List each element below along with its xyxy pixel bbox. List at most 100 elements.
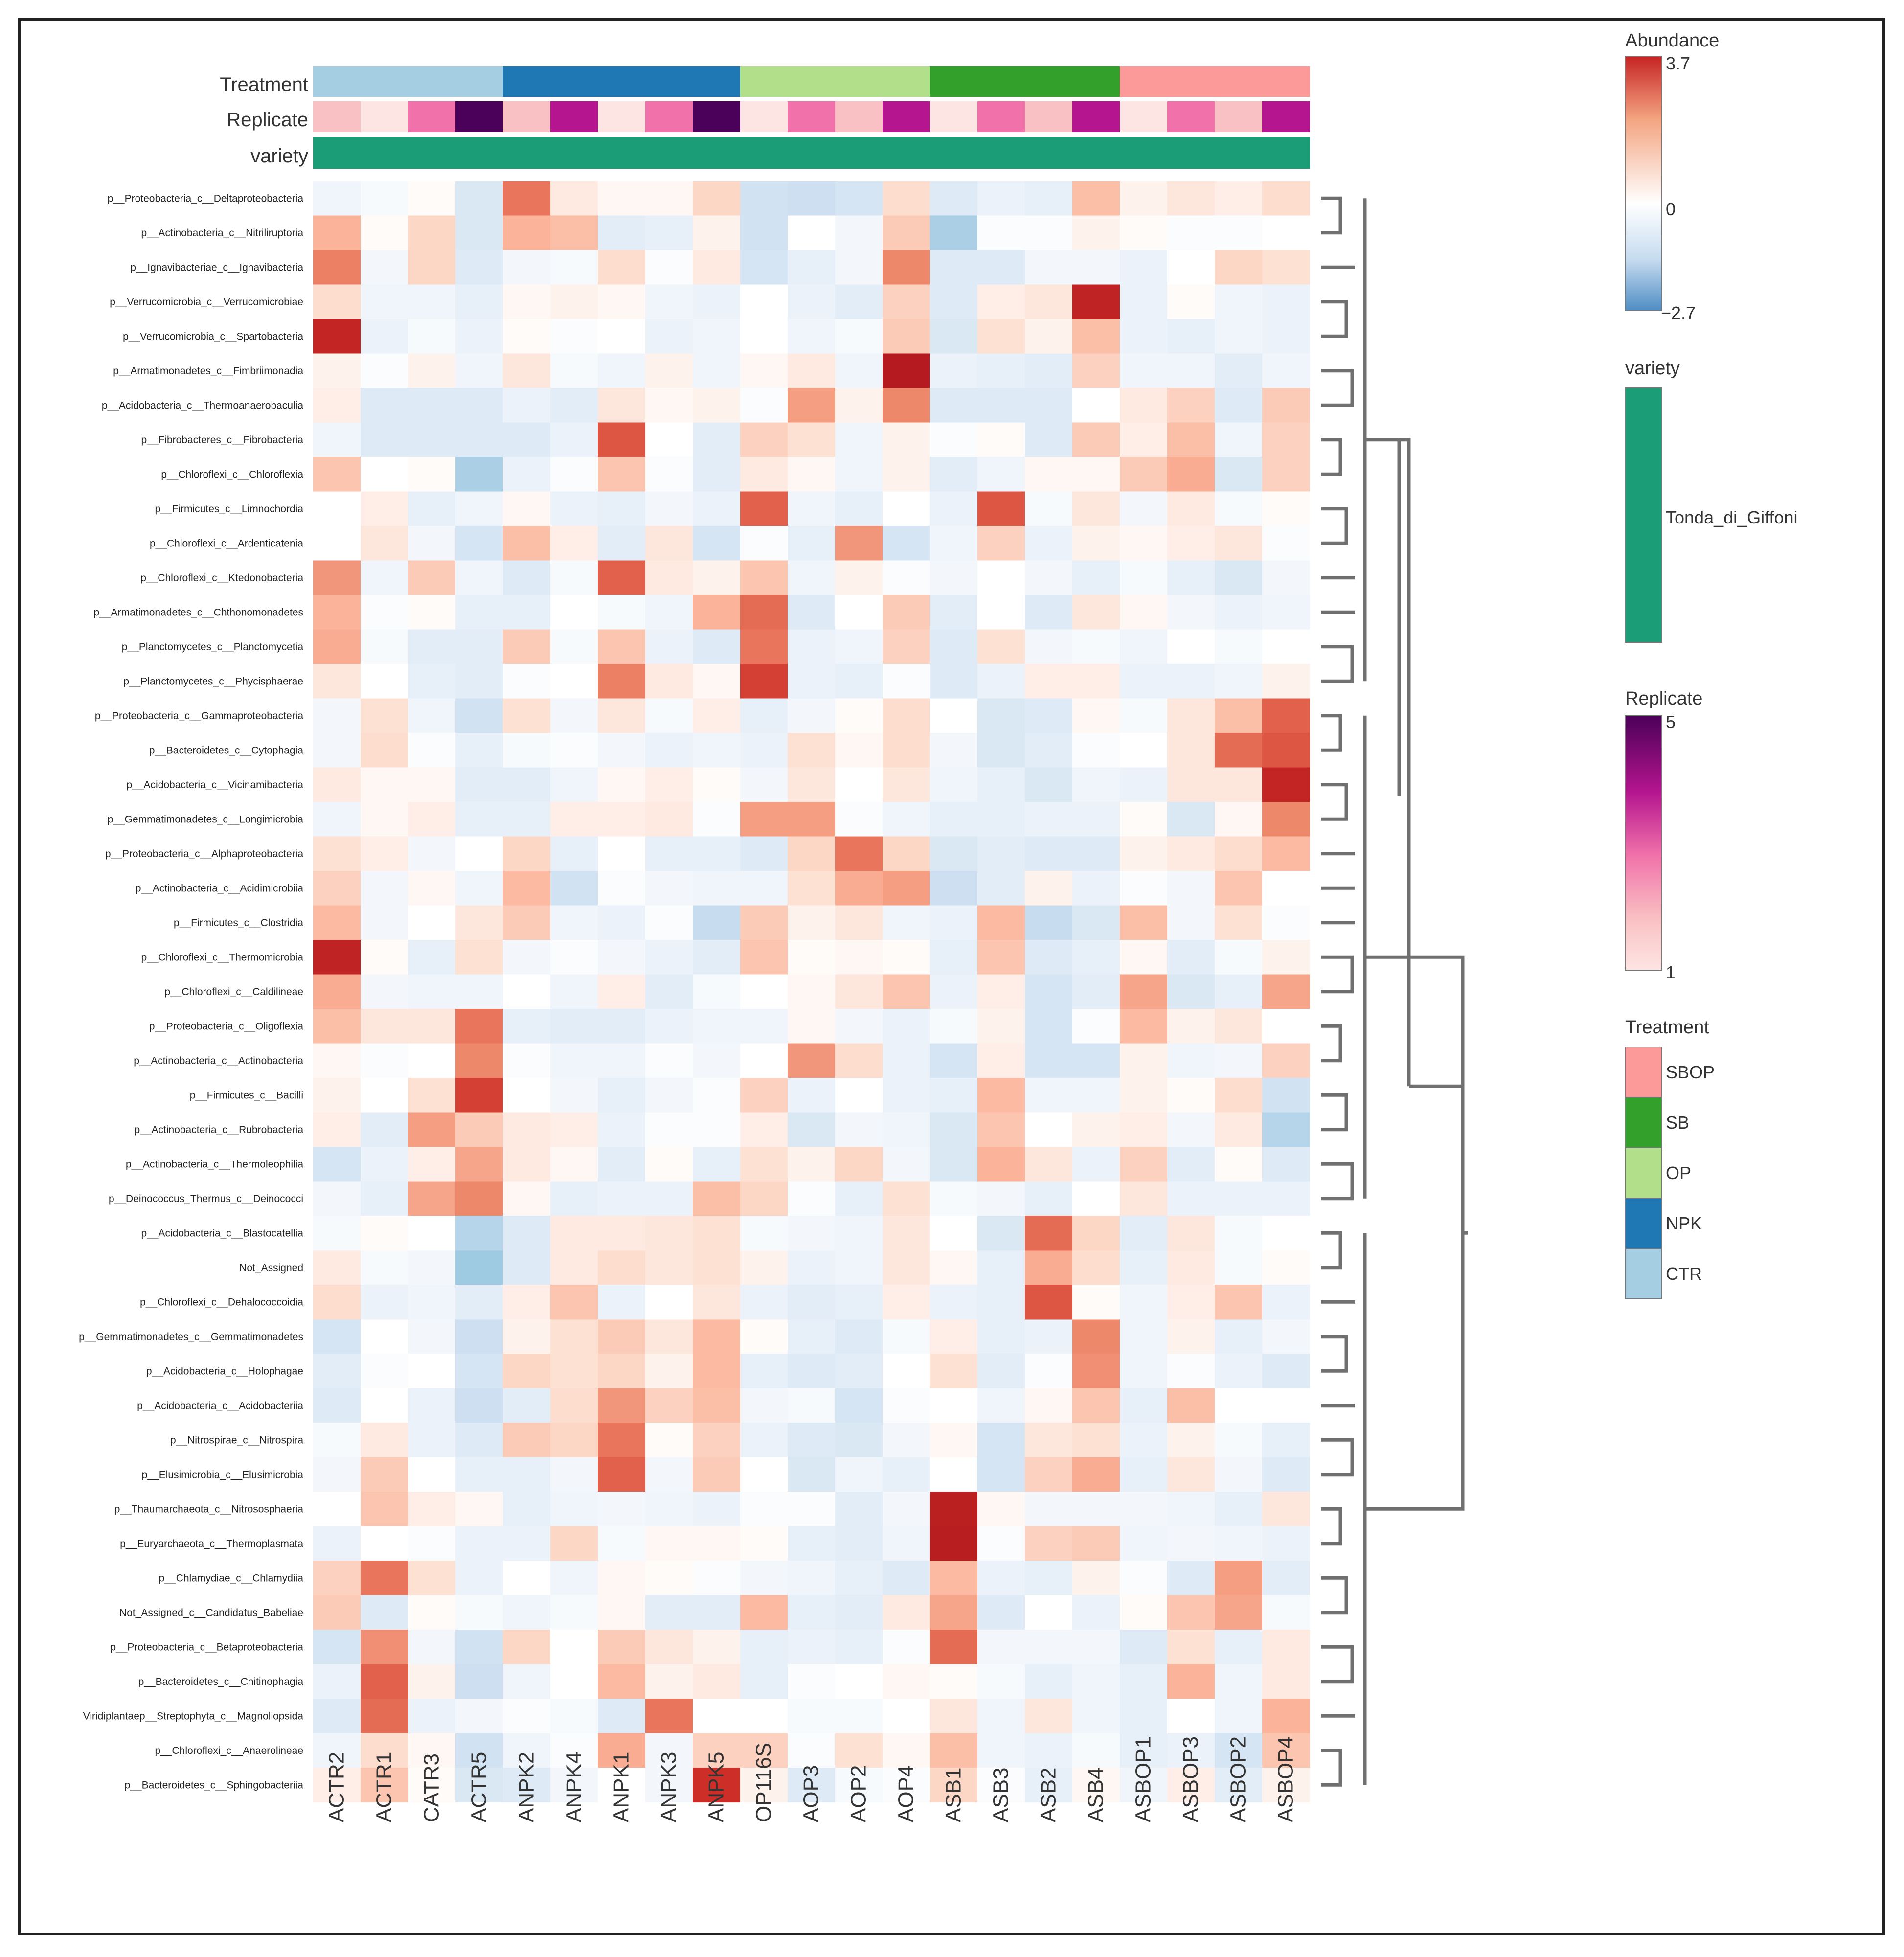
heatmap-cell (977, 1078, 1025, 1113)
heatmap-cell (361, 974, 408, 1009)
heatmap-cell (977, 871, 1025, 906)
column-label: AOP4 (894, 1765, 918, 1822)
heatmap-cell (455, 836, 503, 871)
heatmap-cell (883, 1664, 930, 1699)
heatmap-cell (455, 215, 503, 250)
column-label: ACTR2 (325, 1752, 349, 1822)
heatmap-cell (361, 1043, 408, 1078)
replicate-cell (977, 101, 1025, 132)
heatmap-cell (977, 836, 1025, 871)
heatmap-cell (550, 1043, 598, 1078)
heatmap-cell (645, 1630, 693, 1665)
heatmap-cell (313, 526, 361, 561)
heatmap-cell (598, 629, 646, 664)
heatmap-cell (930, 905, 978, 940)
heatmap-cell (1120, 1216, 1168, 1251)
replicate-legend-title: Replicate (1625, 688, 1702, 709)
variety-cell (1025, 137, 1073, 169)
heatmap-cell (1167, 1147, 1215, 1182)
heatmap-cell (1025, 767, 1073, 802)
heatmap-cell (1215, 1078, 1263, 1113)
row-label: p__Acidobacteria_c__Vicinamibacteria (126, 779, 303, 791)
heatmap-cell (835, 629, 883, 664)
heatmap-cell (313, 1250, 361, 1285)
heatmap-cell (313, 284, 361, 319)
heatmap-cell (598, 181, 646, 216)
heatmap-cell (883, 802, 930, 837)
treatment-cell (740, 66, 788, 97)
heatmap-cell (645, 1147, 693, 1182)
heatmap-cell (883, 1216, 930, 1251)
heatmap-cell (1025, 491, 1073, 526)
heatmap-cell (1262, 871, 1310, 906)
heatmap-cell (740, 1112, 788, 1147)
heatmap-cell (1120, 1733, 1168, 1768)
heatmap-cell (740, 1250, 788, 1285)
heatmap-cell (930, 1388, 978, 1423)
heatmap-cell (408, 526, 456, 561)
replicate-cell (503, 101, 551, 132)
heatmap-cell (645, 974, 693, 1009)
treatment-cell (693, 66, 741, 97)
heatmap-cell (455, 422, 503, 457)
heatmap-cell (883, 1457, 930, 1492)
heatmap-cell (1025, 526, 1073, 561)
heatmap-cell (408, 457, 456, 492)
heatmap-cell (1025, 1699, 1073, 1734)
heatmap-cell (693, 767, 741, 802)
heatmap-cell (1262, 560, 1310, 595)
heatmap-cell (1262, 284, 1310, 319)
heatmap-cell (1025, 1285, 1073, 1320)
heatmap-cell (1120, 1388, 1168, 1423)
heatmap-cell (1120, 1009, 1168, 1044)
heatmap-cell (1215, 319, 1263, 354)
heatmap-cell (550, 871, 598, 906)
row-label: p__Acidobacteria_c__Acidobacteriia (137, 1400, 303, 1411)
heatmap-cell (1262, 1043, 1310, 1078)
heatmap-cell (1167, 1043, 1215, 1078)
heatmap-cell (408, 181, 456, 216)
heatmap-cell (693, 1078, 741, 1113)
heatmap-cell (1215, 733, 1263, 768)
heatmap-cell (1072, 526, 1120, 561)
heatmap-cell (598, 1250, 646, 1285)
heatmap-cell (1072, 1388, 1120, 1423)
heatmap-cell (1120, 1457, 1168, 1492)
heatmap-cell (361, 284, 408, 319)
heatmap-cell (598, 388, 646, 423)
heatmap-cell (645, 1595, 693, 1630)
annotation-label-treatment: Treatment (220, 74, 308, 95)
heatmap-cell (883, 1526, 930, 1561)
replicate-cell (361, 101, 408, 132)
heatmap-cell (1072, 940, 1120, 975)
variety-cell (883, 137, 930, 169)
row-label: p__Acidobacteria_c__Holophagae (146, 1365, 303, 1377)
variety-cell (408, 137, 456, 169)
variety-cell (1262, 137, 1310, 169)
heatmap-cell (835, 215, 883, 250)
heatmap-cell (740, 629, 788, 664)
heatmap-cell (503, 1354, 551, 1389)
heatmap-cell (503, 940, 551, 975)
row-label: p__Acidobacteria_c__Thermoanaerobaculia (102, 400, 303, 411)
row-label: p__Gemmatimonadetes_c__Gemmatimonadetes (79, 1331, 303, 1343)
heatmap-cell (1167, 1768, 1215, 1803)
heatmap-cell (361, 1526, 408, 1561)
column-label: ACTR5 (467, 1752, 491, 1822)
heatmap-cells (313, 181, 1310, 1803)
heatmap-cell (550, 1630, 598, 1665)
heatmap-cell (1215, 1319, 1263, 1354)
heatmap-cell (740, 836, 788, 871)
heatmap-cell (1025, 353, 1073, 388)
heatmap-cell (693, 1595, 741, 1630)
heatmap-cell (1215, 802, 1263, 837)
heatmap-cell (1167, 1285, 1215, 1320)
heatmap-cell (693, 560, 741, 595)
heatmap-cell (1167, 767, 1215, 802)
treatment-cell (1167, 66, 1215, 97)
heatmap-cell (408, 1216, 456, 1251)
heatmap-cell (361, 1147, 408, 1182)
heatmap-cell (977, 1009, 1025, 1044)
column-label: ASB2 (1037, 1767, 1061, 1822)
heatmap-cell (313, 491, 361, 526)
